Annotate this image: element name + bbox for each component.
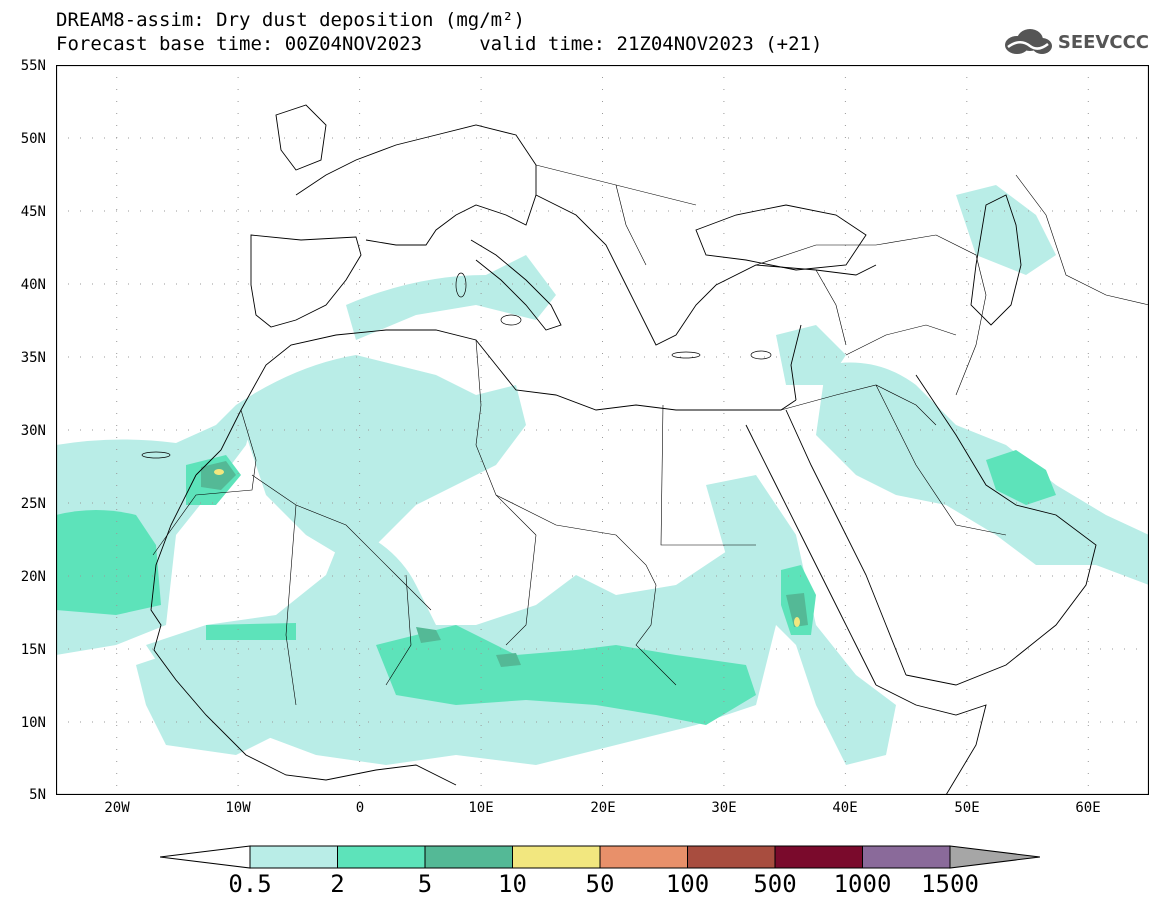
lon-tick-label: 50E: [954, 800, 980, 816]
colorbar-label: 100: [665, 870, 710, 898]
lon-tick-label: 10E: [468, 800, 494, 816]
dust-peak-sahel: [416, 627, 441, 643]
lat-tick-label: 50N: [20, 131, 46, 147]
coast-black-sea: [695, 204, 867, 271]
lon-tick-label: 0: [355, 800, 365, 816]
coastlines: [150, 104, 1097, 795]
coast-north-africa: [195, 329, 797, 476]
coast-horn-africa: [875, 684, 987, 795]
colorbar-label: 2: [330, 870, 345, 898]
lat-tick-label: 10N: [20, 715, 46, 731]
dust-deposition-map: [56, 65, 1149, 795]
dust-core-gulf: [986, 450, 1056, 505]
colorbar: [160, 845, 1040, 869]
coast-red-sea-east: [785, 409, 907, 676]
colorbar-low-triangle: [160, 845, 251, 869]
dust-plume-caspian: [956, 185, 1056, 275]
dust-core-sahel-west: [206, 623, 296, 640]
island-sicily: [500, 314, 522, 326]
colorbar-label: 1000: [833, 870, 892, 898]
colorbar-label: 0.5: [228, 870, 272, 898]
dust-peak-sahel-east: [496, 653, 521, 667]
lat-tick-label: 5N: [29, 787, 46, 803]
lat-tick-label: 15N: [20, 642, 46, 658]
dust-core-sahel-central: [376, 625, 756, 725]
lat-tick-label: 45N: [20, 204, 46, 220]
colorbar-label: 5: [417, 870, 433, 898]
colorbar-label: 50: [585, 870, 615, 898]
lat-tick-label: 40N: [20, 277, 46, 293]
lon-tick-label: 20E: [590, 800, 616, 816]
colorbar-high-triangle: [949, 845, 1040, 869]
lat-tick-label: 20N: [20, 569, 46, 585]
lat-tick-label: 35N: [20, 350, 46, 366]
dust-level-5: [201, 461, 808, 667]
colorbar-cell: [512, 845, 601, 869]
dust-plume-arabia: [816, 362, 1149, 585]
map-frame: [56, 65, 1149, 795]
coast-levant: [790, 324, 802, 401]
lon-tick-label: 60E: [1075, 800, 1101, 816]
colorbar-label: 1500: [921, 870, 979, 898]
colorbar-cell: [687, 845, 776, 869]
colorbar-cell: [337, 845, 426, 869]
dust-peak-sudan: [786, 593, 808, 627]
island-canaries: [141, 451, 171, 459]
lon-tick-label: 10W: [225, 800, 251, 816]
coast-caspian: [970, 194, 1022, 326]
island-crete: [671, 351, 701, 359]
map-subtitle: Forecast base time: 00Z04NOV2023 valid t…: [56, 33, 823, 55]
lon-tick-label: 40E: [832, 800, 858, 816]
colorbar-cell: [249, 845, 338, 869]
dust-plume-mediterranean: [346, 255, 556, 340]
island-sardinia: [455, 272, 467, 298]
logo-text: SEEVCCC: [1057, 31, 1149, 53]
coast-british-isles: [275, 104, 327, 171]
seevccc-logo: SEEVCCC: [1002, 28, 1149, 56]
lat-tick-label: 55N: [20, 58, 46, 74]
colorbar-label: 10: [498, 870, 527, 898]
dust-peak-western-sahara: [201, 461, 236, 490]
colorbar-cell: [774, 845, 863, 869]
coast-red-sea-west: [745, 424, 877, 686]
dust-core-atlantic: [56, 510, 161, 615]
colorbar-cell: [862, 845, 951, 869]
lon-tick-label: 30E: [711, 800, 737, 816]
coast-west-africa: [150, 474, 457, 786]
lon-tick-label: 20W: [104, 800, 130, 816]
dust-level-10: [214, 469, 800, 627]
dust-plume-levant: [776, 325, 846, 385]
island-cyprus: [750, 350, 772, 360]
dust-max-sudan: [794, 617, 800, 627]
dust-plume-maghreb: [236, 355, 526, 565]
colorbar-cell: [599, 845, 688, 869]
lat-tick-label: 25N: [20, 496, 46, 512]
coast-arabia: [905, 374, 1097, 686]
lat-tick-label: 30N: [20, 423, 46, 439]
coast-iberia: [250, 234, 362, 328]
cloud-logo-icon: [1004, 29, 1052, 54]
country-borders: [152, 164, 1149, 706]
islands: [141, 272, 772, 459]
dust-max-western-sahara: [214, 469, 224, 475]
colorbar-cell: [424, 845, 513, 869]
coast-italy: [470, 239, 562, 331]
map-title: DREAM8-assim: Dry dust deposition (mg/m²…: [56, 9, 525, 31]
colorbar-label: 500: [753, 870, 797, 898]
